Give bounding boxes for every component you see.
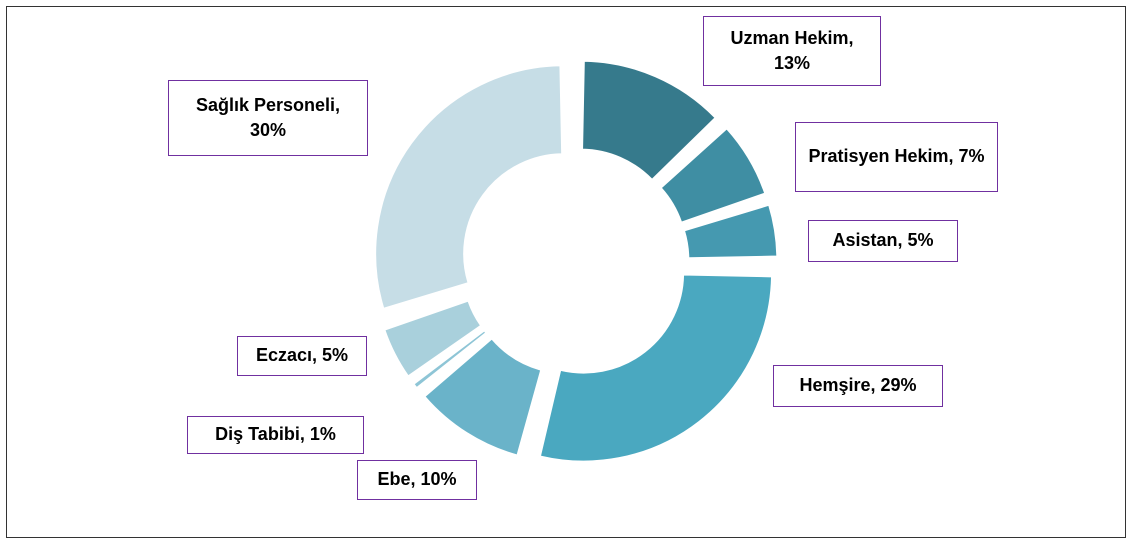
donut-slice: [683, 204, 778, 259]
data-label: Asistan, 5%: [808, 220, 958, 262]
data-label: Pratisyen Hekim, 7%: [795, 122, 998, 192]
data-label: Diş Tabibi, 1%: [187, 416, 364, 454]
donut-slice: [582, 60, 716, 180]
data-label: Hemşire, 29%: [773, 365, 943, 407]
chart-frame: [6, 6, 1126, 538]
data-label: Eczacı, 5%: [237, 336, 367, 376]
donut-slice: [413, 330, 487, 389]
data-label: Uzman Hekim, 13%: [703, 16, 881, 86]
data-label: Sağlık Personeli, 30%: [168, 80, 368, 156]
donut-slice: [660, 128, 766, 223]
donut-slice: [375, 65, 563, 309]
data-label: Ebe, 10%: [357, 460, 477, 500]
donut-slice: [424, 338, 542, 456]
donut-slice: [384, 300, 482, 377]
donut-slice: [539, 274, 773, 462]
